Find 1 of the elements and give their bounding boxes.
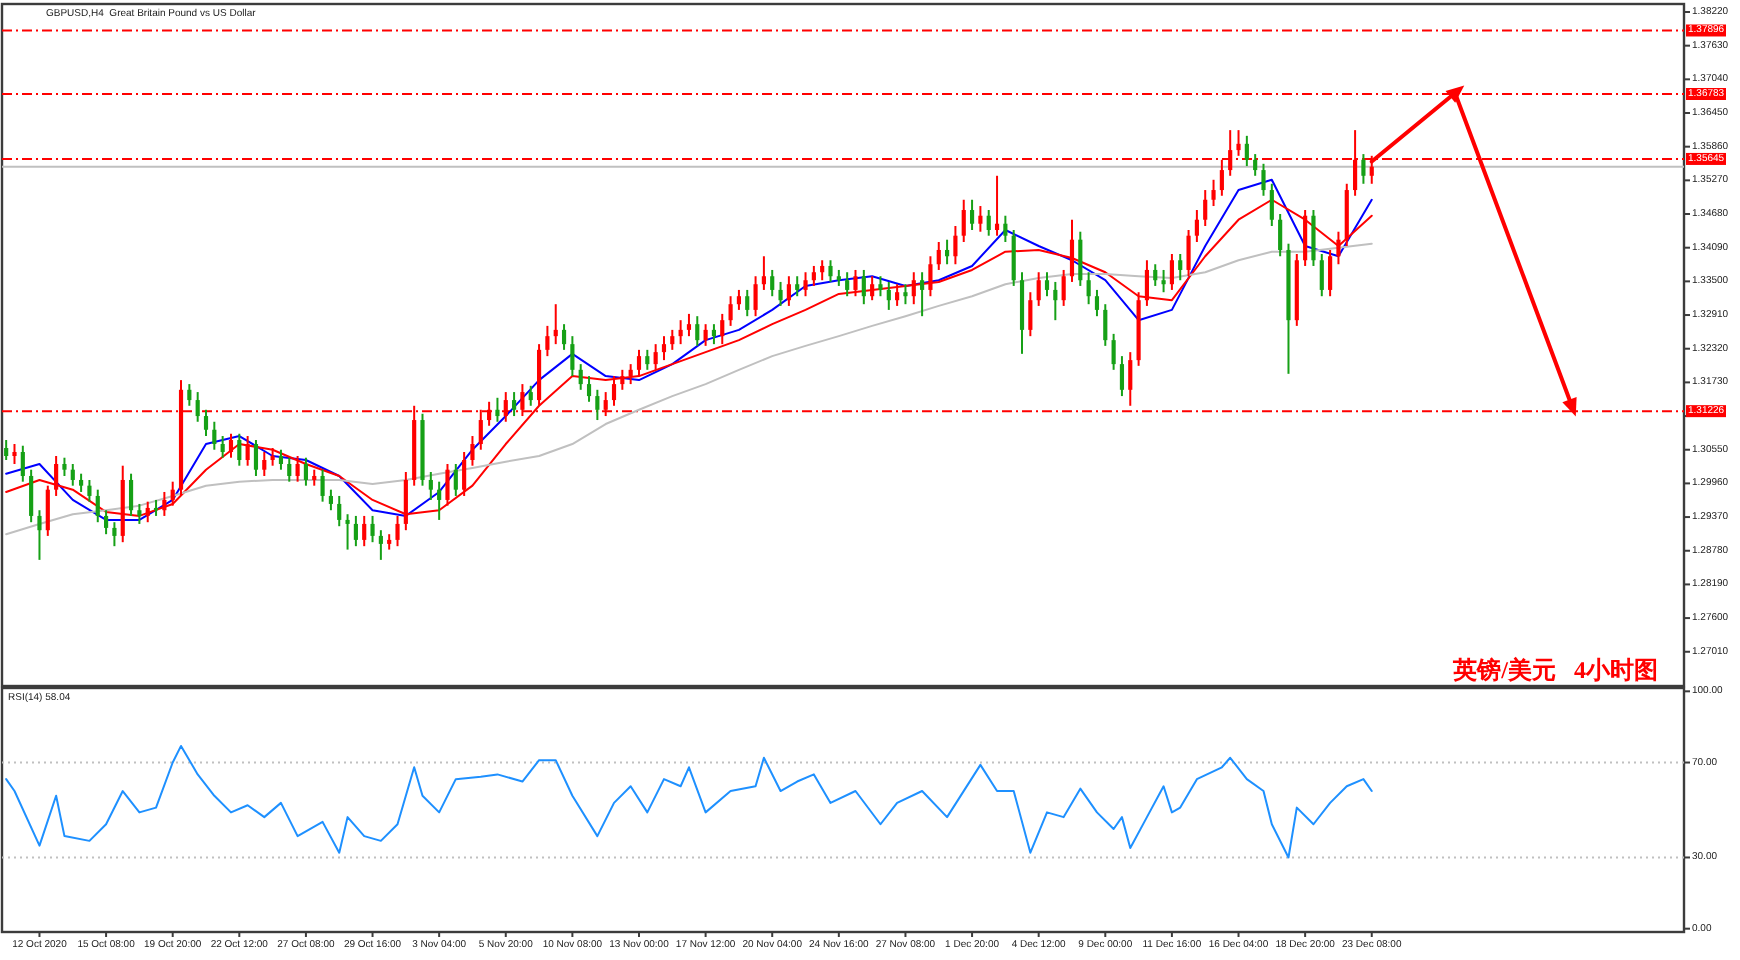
- annotation: 英镑/美元 4小时图: [1451, 656, 1658, 684]
